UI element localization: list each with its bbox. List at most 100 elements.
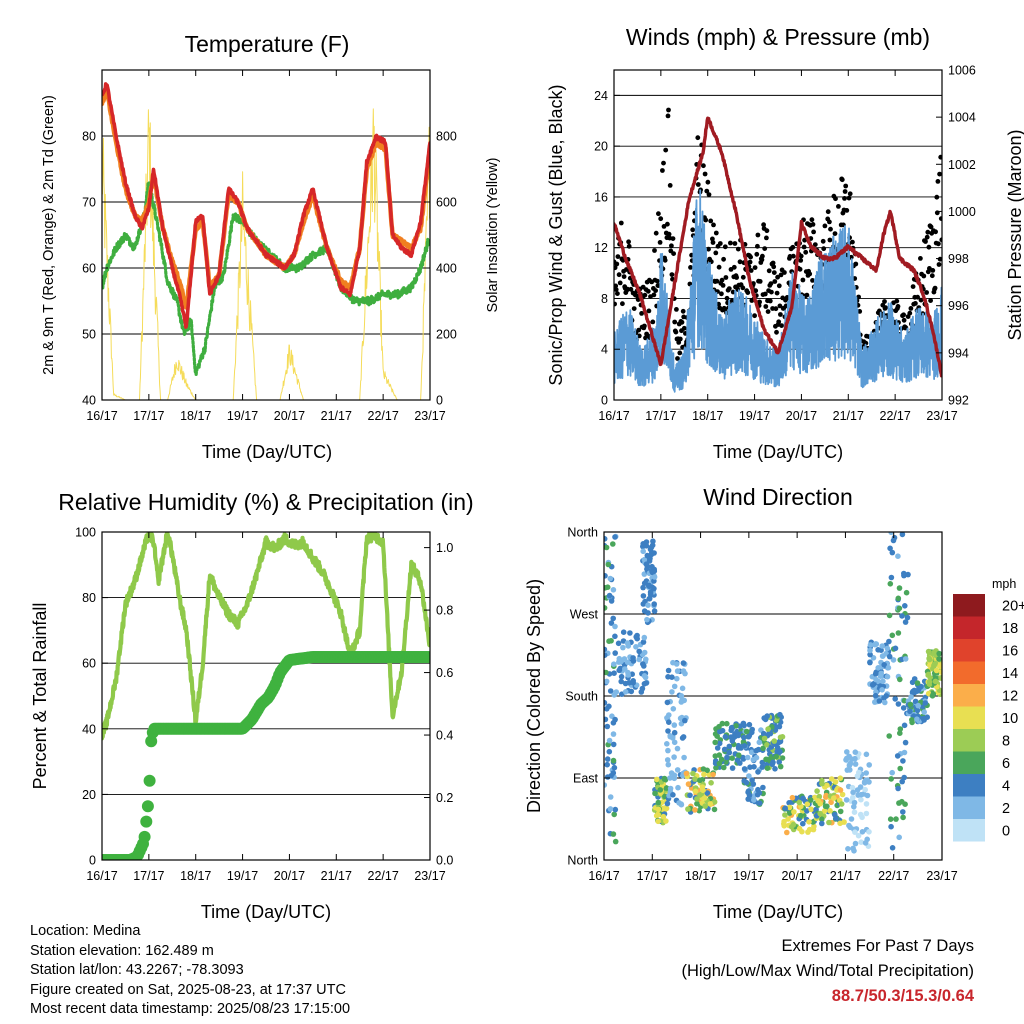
gust-point: [745, 290, 751, 295]
wind-direction-panel: Wind Direction 16/17 17/17 18/17 19/17 20/17…: [524, 484, 1024, 922]
gust-point: [811, 229, 816, 235]
x-tick-label: 16/17: [598, 409, 629, 423]
gust-point: [765, 309, 771, 314]
direction-point: [671, 739, 678, 746]
direction-point: [636, 656, 642, 663]
direction-point: [701, 771, 707, 778]
direction-point: [858, 791, 864, 798]
direction-point: [896, 834, 902, 841]
gust-point: [857, 309, 863, 314]
direction-point: [926, 655, 932, 662]
gust-point: [695, 135, 701, 141]
direction-point: [746, 773, 752, 779]
direction-point: [604, 585, 608, 591]
direction-point: [643, 656, 649, 663]
direction-point: [826, 819, 832, 826]
gust-point: [925, 229, 931, 235]
direction-point: [707, 801, 714, 807]
direction-point: [901, 570, 907, 577]
direction-point: [817, 810, 823, 817]
y2-tick-label: 1006: [948, 64, 976, 78]
direction-point: [667, 775, 673, 781]
direction-point: [926, 679, 933, 685]
direction-point: [633, 634, 639, 640]
direction-point: [612, 633, 618, 640]
direction-point: [641, 634, 648, 641]
direction-point: [863, 810, 870, 817]
y-tick-label: 80: [82, 130, 96, 144]
direction-point: [781, 818, 787, 825]
gust-point: [777, 303, 783, 309]
direction-point: [827, 808, 833, 814]
direction-point: [859, 829, 866, 835]
direction-point: [915, 702, 921, 709]
gust-point: [763, 304, 769, 309]
direction-point: [604, 646, 608, 653]
speed-legend: mph 20+ 18 16 14 12 10 8 6 4 2 0: [953, 577, 1024, 842]
gust-point: [842, 189, 848, 194]
gust-point: [631, 306, 637, 311]
direction-point: [681, 754, 687, 761]
direction-point: [759, 759, 766, 766]
gust-point: [614, 301, 617, 307]
direction-point: [697, 777, 703, 784]
direction-point: [644, 616, 650, 623]
gust-point: [645, 288, 651, 294]
direction-point: [729, 765, 736, 771]
direction-point: [756, 739, 763, 746]
gust-point: [714, 278, 720, 284]
direction-point: [649, 563, 655, 570]
direction-point: [863, 770, 869, 776]
gust-point: [929, 273, 935, 279]
direction-point: [708, 780, 714, 786]
gust-point: [663, 147, 669, 153]
station-location: Location: Medina: [30, 923, 141, 939]
gust-point: [820, 238, 826, 244]
x-tick-label: 19/17: [739, 409, 770, 423]
direction-point: [822, 803, 829, 810]
y-tick-label: 100: [75, 526, 96, 540]
direction-point: [641, 649, 648, 656]
direction-point: [655, 818, 661, 825]
direction-point: [714, 745, 721, 751]
direction-point: [604, 723, 611, 730]
gust-point: [918, 256, 923, 261]
legend-swatch: [953, 796, 985, 819]
direction-point: [665, 761, 672, 768]
direction-point: [869, 682, 876, 688]
direction-point: [784, 829, 790, 836]
gust-point: [677, 350, 683, 356]
direction-point: [764, 765, 771, 771]
direction-point: [643, 539, 650, 545]
gust-point: [803, 249, 809, 255]
gust-point: [833, 196, 838, 202]
direction-point: [900, 814, 906, 821]
precipitation-point: [141, 800, 154, 813]
wind-direction-ylabel: Direction (Colored By Speed): [524, 579, 544, 813]
direction-point: [851, 799, 858, 806]
gust-point: [882, 299, 887, 304]
direction-point: [753, 747, 759, 754]
gust-point: [688, 265, 693, 270]
legend-label: 4: [1002, 779, 1010, 795]
direction-point: [726, 743, 733, 750]
extremes-values: 88.7/50.3/15.3/0.64: [831, 987, 974, 1005]
direction-point: [890, 657, 897, 663]
direction-point: [859, 814, 865, 821]
legend-label: 20+: [1002, 599, 1024, 615]
gust-point: [844, 208, 850, 213]
gust-point: [735, 246, 741, 252]
gust-point: [761, 222, 766, 228]
direction-point: [649, 568, 655, 575]
direction-point: [937, 662, 942, 668]
direction-point: [785, 816, 791, 822]
direction-point: [887, 545, 893, 552]
direction-point: [796, 799, 803, 806]
gust-point: [717, 241, 723, 246]
direction-point: [606, 638, 612, 644]
gust-point: [753, 288, 759, 294]
gust-point: [669, 243, 674, 249]
direction-point: [748, 749, 755, 756]
direction-point: [817, 801, 823, 807]
